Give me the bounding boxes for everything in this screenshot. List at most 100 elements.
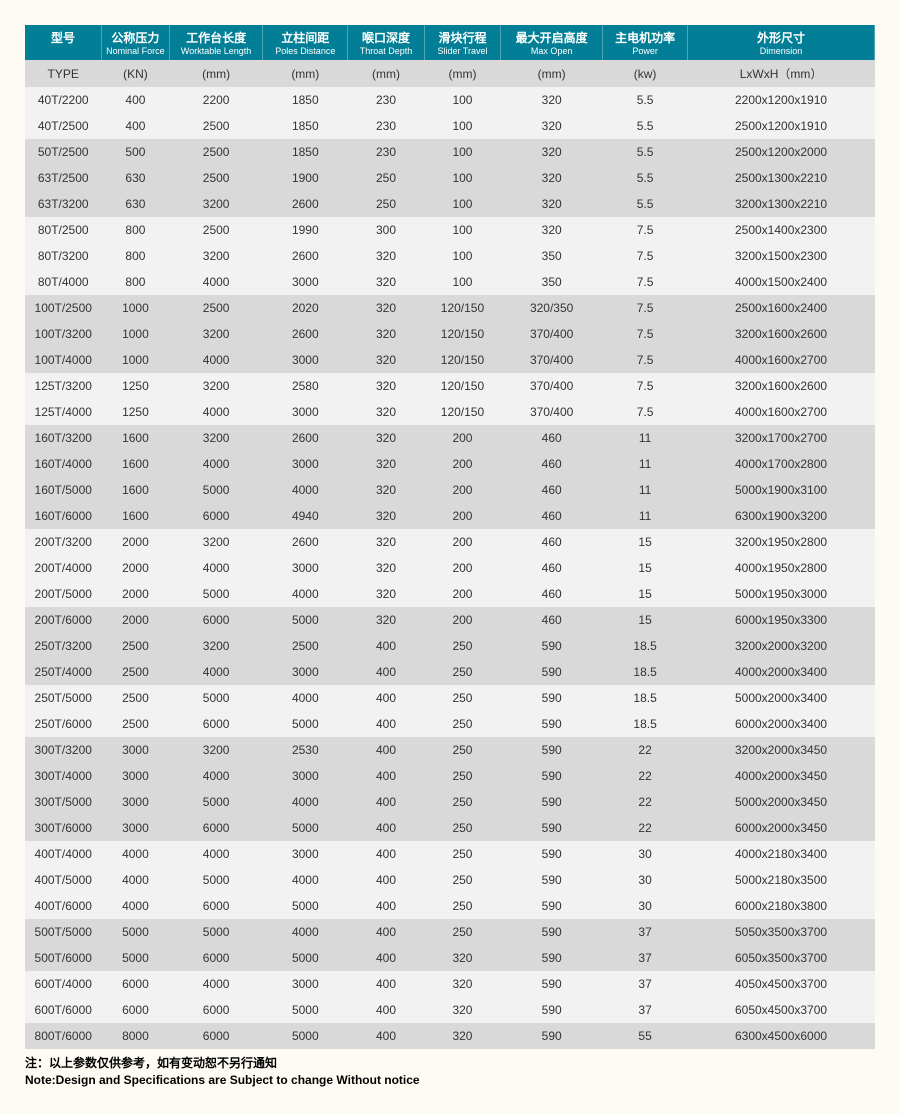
- table-cell: 5.5: [603, 139, 688, 165]
- table-cell: 590: [501, 815, 603, 841]
- table-cell: 590: [501, 841, 603, 867]
- table-cell: 320: [501, 139, 603, 165]
- table-row: 125T/3200125032002580320120/150370/4007.…: [25, 373, 875, 399]
- table-cell: 370/400: [501, 347, 603, 373]
- table-cell: 6000: [169, 815, 262, 841]
- table-cell: 200: [424, 451, 500, 477]
- table-cell: 590: [501, 685, 603, 711]
- table-row: 200T/6000200060005000320200460156000x195…: [25, 607, 875, 633]
- table-cell: 22: [603, 763, 688, 789]
- table-cell: 120/150: [424, 399, 500, 425]
- table-cell: 300T/6000: [25, 815, 101, 841]
- table-cell: 7.5: [603, 269, 688, 295]
- table-row: 250T/500025005000400040025059018.55000x2…: [25, 685, 875, 711]
- table-cell: 2000: [101, 529, 169, 555]
- table-cell: 5000: [263, 945, 348, 971]
- table-cell: 250: [348, 165, 424, 191]
- table-cell: 4000: [169, 451, 262, 477]
- table-cell: 3000: [101, 789, 169, 815]
- table-cell: 100: [424, 217, 500, 243]
- table-cell: 120/150: [424, 321, 500, 347]
- table-cell: 800: [101, 243, 169, 269]
- table-cell: 1990: [263, 217, 348, 243]
- table-cell: 100T/3200: [25, 321, 101, 347]
- table-cell: 100: [424, 269, 500, 295]
- table-cell: 7.5: [603, 347, 688, 373]
- table-cell: 100T/4000: [25, 347, 101, 373]
- table-cell: 6000: [169, 503, 262, 529]
- table-cell: 18.5: [603, 659, 688, 685]
- table-cell: 6000x2000x3450: [688, 815, 875, 841]
- table-cell: 400: [348, 971, 424, 997]
- table-cell: 5000x1950x3000: [688, 581, 875, 607]
- col-header-unit: (KN): [101, 60, 169, 87]
- table-row: 160T/6000160060004940320200460116300x190…: [25, 503, 875, 529]
- table-cell: 3000: [263, 555, 348, 581]
- table-body: 40T/2200400220018502301003205.52200x1200…: [25, 87, 875, 1049]
- table-cell: 4000: [101, 841, 169, 867]
- col-header-unit: (mm): [169, 60, 262, 87]
- table-cell: 100: [424, 243, 500, 269]
- table-cell: 400: [348, 659, 424, 685]
- table-cell: 460: [501, 477, 603, 503]
- col-header-en: Max Open: [501, 46, 603, 60]
- table-cell: 6300x4500x6000: [688, 1023, 875, 1049]
- table-cell: 100: [424, 191, 500, 217]
- col-header-cn: 立柱间距: [263, 25, 348, 46]
- table-cell: 250: [424, 919, 500, 945]
- table-cell: 400T/5000: [25, 867, 101, 893]
- table-cell: 3000: [263, 269, 348, 295]
- table-cell: 6000: [169, 945, 262, 971]
- table-cell: 5000: [169, 685, 262, 711]
- table-cell: 800T/6000: [25, 1023, 101, 1049]
- table-cell: 460: [501, 503, 603, 529]
- table-cell: 1000: [101, 295, 169, 321]
- table-cell: 400: [348, 737, 424, 763]
- table-cell: 30: [603, 841, 688, 867]
- table-cell: 250: [424, 685, 500, 711]
- table-cell: 3200x2000x3450: [688, 737, 875, 763]
- table-cell: 4000: [263, 477, 348, 503]
- table-cell: 100: [424, 139, 500, 165]
- table-cell: 3200: [169, 425, 262, 451]
- col-header-cn: 主电机功率: [603, 25, 688, 46]
- table-cell: 3200: [169, 633, 262, 659]
- table-cell: 300: [348, 217, 424, 243]
- table-cell: 7.5: [603, 295, 688, 321]
- table-cell: 300T/5000: [25, 789, 101, 815]
- table-cell: 590: [501, 945, 603, 971]
- table-cell: 22: [603, 815, 688, 841]
- table-cell: 5000: [101, 919, 169, 945]
- table-cell: 4000: [169, 347, 262, 373]
- table-cell: 400: [348, 841, 424, 867]
- table-cell: 4000: [263, 919, 348, 945]
- table-cell: 300T/4000: [25, 763, 101, 789]
- table-cell: 3200: [169, 737, 262, 763]
- table-cell: 3200x2000x3200: [688, 633, 875, 659]
- table-cell: 4000: [263, 685, 348, 711]
- table-cell: 500T/6000: [25, 945, 101, 971]
- table-cell: 400: [348, 815, 424, 841]
- table-row: 300T/4000300040003000400250590224000x200…: [25, 763, 875, 789]
- table-row: 400T/6000400060005000400250590306000x218…: [25, 893, 875, 919]
- table-cell: 100: [424, 87, 500, 113]
- table-cell: 460: [501, 607, 603, 633]
- table-cell: 320: [348, 399, 424, 425]
- table-row: 300T/3200300032002530400250590223200x200…: [25, 737, 875, 763]
- table-cell: 18.5: [603, 633, 688, 659]
- table-cell: 6000x2180x3800: [688, 893, 875, 919]
- table-cell: 3200x1700x2700: [688, 425, 875, 451]
- col-header-en: Dimension: [688, 46, 875, 60]
- table-row: 63T/3200630320026002501003205.53200x1300…: [25, 191, 875, 217]
- table-cell: 200: [424, 607, 500, 633]
- table-row: 400T/4000400040003000400250590304000x218…: [25, 841, 875, 867]
- table-cell: 320: [348, 581, 424, 607]
- table-cell: 6000x2000x3400: [688, 711, 875, 737]
- col-header-cn: 公称压力: [101, 25, 169, 46]
- table-row: 125T/4000125040003000320120/150370/4007.…: [25, 399, 875, 425]
- table-cell: 11: [603, 503, 688, 529]
- table-cell: 1850: [263, 139, 348, 165]
- table-cell: 6000: [169, 711, 262, 737]
- table-cell: 2600: [263, 529, 348, 555]
- table-cell: 4000: [263, 789, 348, 815]
